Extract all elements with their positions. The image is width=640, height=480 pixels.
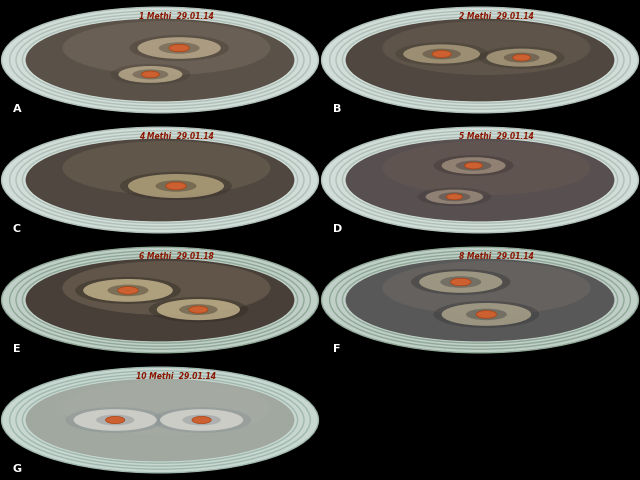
Ellipse shape <box>434 301 539 328</box>
Ellipse shape <box>1 7 319 113</box>
Circle shape <box>192 416 211 424</box>
Ellipse shape <box>346 259 614 341</box>
Ellipse shape <box>26 139 294 221</box>
Text: 6 Methi  29.01.18: 6 Methi 29.01.18 <box>139 252 213 261</box>
Ellipse shape <box>456 160 492 171</box>
Ellipse shape <box>26 379 294 461</box>
Ellipse shape <box>396 42 488 66</box>
Ellipse shape <box>63 21 270 75</box>
Circle shape <box>169 44 189 52</box>
Ellipse shape <box>322 127 639 233</box>
Ellipse shape <box>26 259 294 341</box>
Ellipse shape <box>63 141 270 195</box>
Ellipse shape <box>130 35 229 61</box>
Ellipse shape <box>160 409 243 431</box>
Ellipse shape <box>26 19 294 101</box>
Ellipse shape <box>442 303 531 326</box>
Ellipse shape <box>346 139 614 221</box>
Ellipse shape <box>426 190 483 204</box>
Ellipse shape <box>179 304 218 315</box>
Circle shape <box>166 182 186 190</box>
Ellipse shape <box>128 174 224 198</box>
Ellipse shape <box>434 155 514 176</box>
Ellipse shape <box>65 407 165 433</box>
Ellipse shape <box>322 247 639 353</box>
Ellipse shape <box>120 172 232 200</box>
Ellipse shape <box>403 44 480 64</box>
Text: 4 Methi  29.01.14: 4 Methi 29.01.14 <box>139 132 213 141</box>
Ellipse shape <box>486 48 557 67</box>
Text: B: B <box>333 104 341 114</box>
Ellipse shape <box>156 180 196 192</box>
Ellipse shape <box>110 64 191 85</box>
Ellipse shape <box>63 261 270 315</box>
Text: A: A <box>13 104 21 114</box>
Text: D: D <box>333 224 342 234</box>
Circle shape <box>447 194 463 200</box>
Ellipse shape <box>383 21 590 75</box>
Ellipse shape <box>383 261 590 315</box>
Ellipse shape <box>152 407 252 433</box>
Circle shape <box>476 311 497 318</box>
Ellipse shape <box>132 69 168 80</box>
Ellipse shape <box>76 277 181 304</box>
Circle shape <box>465 162 483 169</box>
Ellipse shape <box>74 409 157 431</box>
Ellipse shape <box>138 37 221 59</box>
Ellipse shape <box>322 7 639 113</box>
Ellipse shape <box>442 157 506 174</box>
Ellipse shape <box>1 247 319 353</box>
Text: 8 Methi  29.01.14: 8 Methi 29.01.14 <box>459 252 533 261</box>
Circle shape <box>118 287 138 294</box>
Text: 10 Methi  29.01.14: 10 Methi 29.01.14 <box>136 372 216 381</box>
Ellipse shape <box>63 381 270 435</box>
Circle shape <box>106 416 125 424</box>
Ellipse shape <box>346 19 614 101</box>
Circle shape <box>189 306 208 313</box>
Ellipse shape <box>96 415 134 425</box>
Ellipse shape <box>412 269 511 295</box>
Circle shape <box>451 278 471 286</box>
Ellipse shape <box>1 127 319 233</box>
Ellipse shape <box>108 285 148 296</box>
Ellipse shape <box>504 53 540 63</box>
Ellipse shape <box>422 48 461 60</box>
Text: G: G <box>13 464 22 474</box>
Ellipse shape <box>159 42 200 54</box>
Circle shape <box>432 50 451 58</box>
Text: F: F <box>333 344 340 354</box>
Ellipse shape <box>157 299 240 320</box>
Text: 2 Methi  29.01.14: 2 Methi 29.01.14 <box>459 12 533 21</box>
Ellipse shape <box>383 141 590 195</box>
Circle shape <box>141 71 159 78</box>
Ellipse shape <box>479 47 565 69</box>
Ellipse shape <box>182 415 221 425</box>
Text: 1 Methi  29.01.14: 1 Methi 29.01.14 <box>139 12 213 21</box>
Ellipse shape <box>440 276 481 288</box>
Ellipse shape <box>419 271 502 293</box>
Ellipse shape <box>118 66 182 83</box>
Ellipse shape <box>149 297 248 323</box>
Ellipse shape <box>466 309 507 320</box>
Ellipse shape <box>1 367 319 473</box>
Text: E: E <box>13 344 20 354</box>
Text: 5 Methi  29.01.14: 5 Methi 29.01.14 <box>459 132 533 141</box>
Circle shape <box>513 54 531 61</box>
Ellipse shape <box>438 192 470 201</box>
Ellipse shape <box>417 187 492 206</box>
Ellipse shape <box>83 279 173 302</box>
Text: C: C <box>13 224 21 234</box>
